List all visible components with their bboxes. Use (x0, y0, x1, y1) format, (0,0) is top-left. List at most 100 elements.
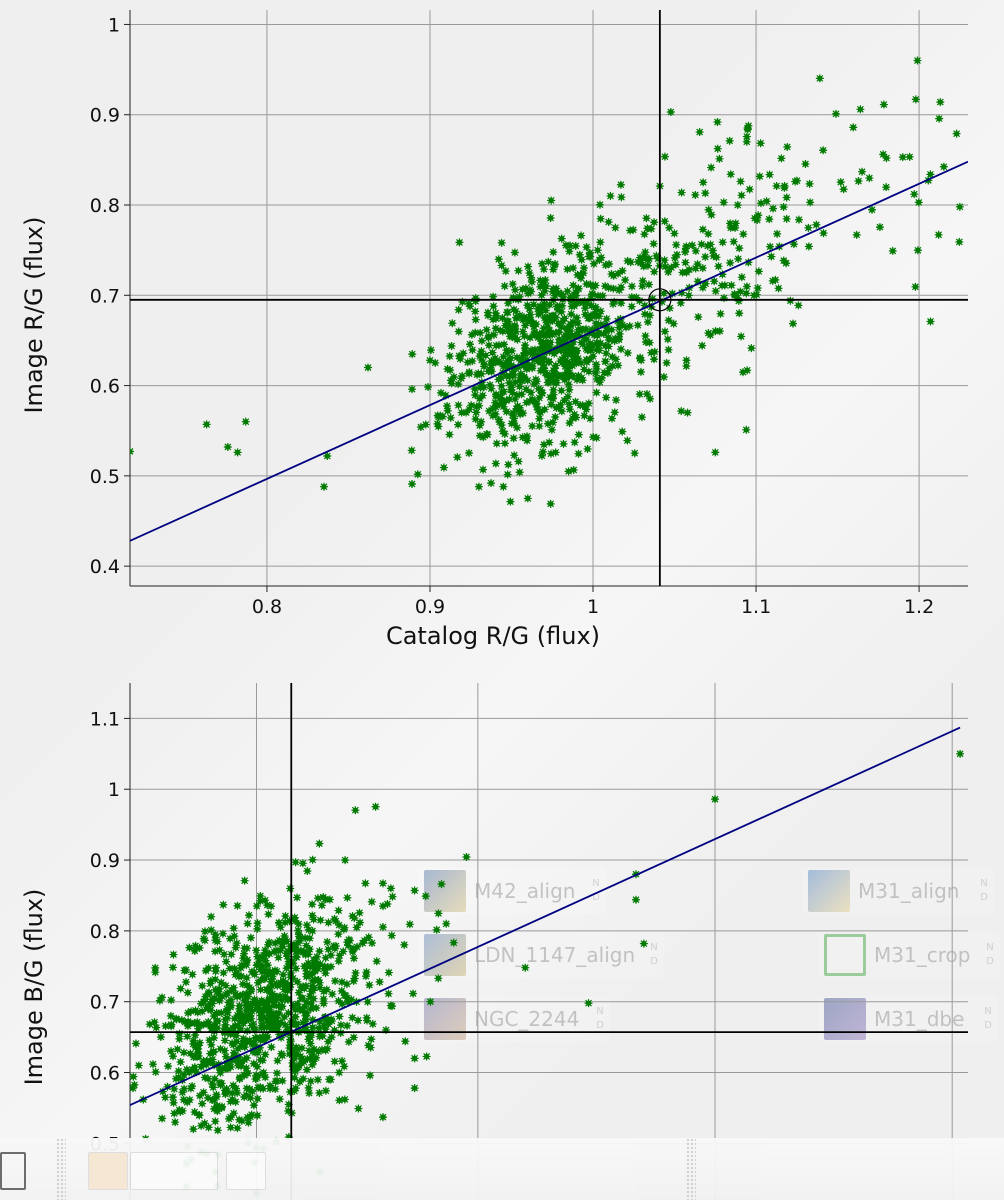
data-point-star (563, 265, 572, 274)
data-point-star (212, 1008, 221, 1017)
data-point-star (574, 430, 583, 439)
data-point (713, 118, 722, 127)
data-point-star (210, 1061, 219, 1070)
data-point-star (578, 376, 587, 385)
data-point (246, 1093, 255, 1102)
data-point-star (641, 248, 650, 257)
data-point-star (309, 994, 318, 1003)
data-point (202, 420, 211, 429)
data-point (537, 451, 546, 460)
data-point (568, 343, 577, 352)
data-point (279, 970, 288, 979)
data-point (614, 334, 623, 343)
data-point-star (560, 314, 569, 323)
data-point (518, 285, 527, 294)
data-point-star (345, 936, 354, 945)
data-point (505, 378, 514, 387)
data-point-star (616, 345, 625, 354)
data-point (711, 327, 720, 336)
corner-d: D (592, 892, 600, 903)
data-point-star (539, 280, 548, 289)
data-point-star (582, 279, 591, 288)
data-point-star (734, 296, 743, 305)
data-point-star (534, 333, 543, 342)
data-point-star (492, 314, 501, 323)
data-point-star (647, 224, 656, 233)
data-point-star (520, 332, 529, 341)
data-point (518, 433, 527, 442)
data-point-core (121, 991, 126, 996)
data-point (669, 319, 678, 328)
data-point-star (819, 146, 828, 155)
data-point-star (521, 341, 530, 350)
corner-d: D (980, 892, 988, 903)
data-point (209, 1083, 218, 1092)
data-point (574, 449, 583, 458)
data-point (283, 1025, 292, 1034)
data-point-star (455, 238, 464, 247)
data-point (179, 1048, 188, 1057)
data-point-star (364, 933, 373, 942)
crop-icon (824, 934, 866, 976)
data-point-star (511, 307, 520, 316)
data-point (635, 390, 644, 399)
data-point (528, 349, 537, 358)
data-point-star (588, 289, 597, 298)
data-point-star (879, 100, 888, 109)
data-point (765, 215, 774, 224)
data-point-star (515, 382, 524, 391)
data-point (711, 448, 720, 457)
data-point-star (509, 414, 518, 423)
data-point (643, 317, 652, 326)
data-point (678, 268, 687, 277)
data-point (952, 129, 961, 138)
data-point-star (635, 296, 644, 305)
data-point (319, 994, 328, 1003)
data-point-star (232, 939, 241, 948)
data-point-star (422, 1052, 431, 1061)
data-point (593, 246, 602, 255)
data-point-star (539, 324, 548, 333)
data-point-star (485, 407, 494, 416)
data-point (583, 444, 592, 453)
data-point (280, 1012, 289, 1021)
data-point (783, 142, 792, 151)
data-point-star (505, 378, 514, 387)
data-point (471, 307, 480, 316)
data-point (530, 380, 539, 389)
data-point (509, 414, 518, 423)
data-point-star (765, 170, 774, 179)
data-point-star (476, 328, 485, 337)
data-point (261, 1073, 270, 1082)
data-point-star (670, 229, 679, 238)
data-point (565, 418, 574, 427)
data-point-star (522, 398, 531, 407)
data-point (794, 215, 803, 224)
data-point-star (221, 1052, 230, 1061)
data-point-star (572, 332, 581, 341)
data-point (526, 388, 535, 397)
data-point (888, 246, 897, 255)
data-point (756, 199, 765, 208)
data-point (242, 1091, 251, 1099)
data-point-star (229, 924, 238, 933)
data-point-star (221, 1088, 230, 1097)
x-tick-label: 1.1 (741, 596, 771, 618)
data-point-star (618, 266, 627, 275)
data-point (539, 330, 548, 339)
data-point (302, 921, 311, 930)
data-point-star (190, 1108, 199, 1117)
data-point-star (340, 1062, 349, 1071)
data-point (492, 314, 501, 323)
data-point-star (489, 315, 498, 324)
data-point-star (522, 385, 531, 394)
data-point (278, 942, 287, 951)
data-point (523, 494, 532, 503)
data-point-star (443, 401, 452, 410)
data-point-star (506, 385, 515, 394)
data-point (794, 301, 803, 310)
